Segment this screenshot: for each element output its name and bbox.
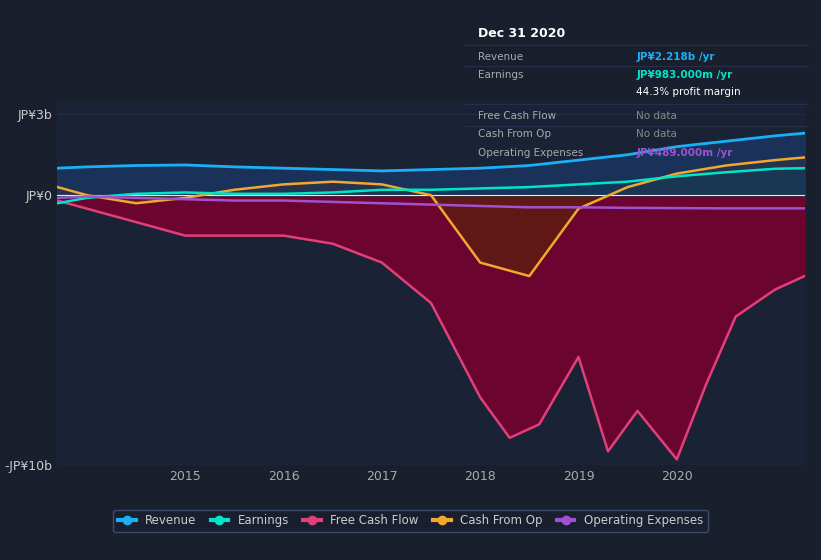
Text: 44.3% profit margin: 44.3% profit margin — [636, 87, 741, 97]
Text: Dec 31 2020: Dec 31 2020 — [478, 27, 565, 40]
Legend: Revenue, Earnings, Free Cash Flow, Cash From Op, Operating Expenses: Revenue, Earnings, Free Cash Flow, Cash … — [113, 510, 708, 532]
Text: JP¥983.000m /yr: JP¥983.000m /yr — [636, 70, 732, 80]
Text: Free Cash Flow: Free Cash Flow — [478, 111, 556, 120]
Text: Cash From Op: Cash From Op — [478, 129, 551, 139]
Text: No data: No data — [636, 129, 677, 139]
Text: Earnings: Earnings — [478, 70, 523, 80]
Text: No data: No data — [636, 111, 677, 120]
Text: Revenue: Revenue — [478, 52, 523, 62]
Text: Operating Expenses: Operating Expenses — [478, 148, 583, 158]
Text: JP¥489.000m /yr: JP¥489.000m /yr — [636, 148, 732, 158]
Text: JP¥2.218b /yr: JP¥2.218b /yr — [636, 52, 715, 62]
